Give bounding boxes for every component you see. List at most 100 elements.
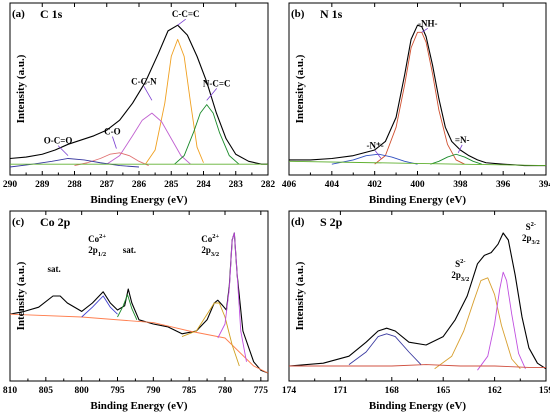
chart-panel-3: 174 171 168 165 162 159 Binding Energy (eV) Int… bbox=[282, 210, 550, 412]
annotation-label: sat. bbox=[123, 245, 136, 255]
series-line-1 bbox=[374, 31, 465, 165]
x-axis-title: Binding Energy (eV) bbox=[90, 194, 188, 206]
series-line-4 bbox=[348, 333, 422, 365]
x-tick-label: 285 bbox=[164, 180, 179, 190]
series-line-0 bbox=[9, 24, 268, 165]
x-tick-label: 287 bbox=[100, 180, 115, 190]
series-line-5 bbox=[81, 295, 118, 318]
x-tick-label: 394 bbox=[539, 180, 550, 190]
annotation-arrow bbox=[374, 150, 382, 159]
x-tick-label: 785 bbox=[182, 386, 197, 396]
series-line-5 bbox=[9, 158, 140, 168]
annotation-arrow bbox=[457, 144, 463, 153]
series-line-4 bbox=[74, 152, 149, 167]
annotation-label: O-C=O bbox=[44, 136, 73, 146]
x-tick-label: 805 bbox=[39, 386, 54, 396]
series-line-3 bbox=[430, 153, 482, 165]
series-line-2 bbox=[117, 294, 138, 320]
x-tick-label: 283 bbox=[229, 180, 244, 190]
x-tick-label: 790 bbox=[146, 386, 161, 396]
annotation-label: S2- bbox=[455, 258, 465, 269]
x-tick-label: 165 bbox=[436, 386, 451, 396]
annotation-label-line2: 2p3/2 bbox=[451, 270, 469, 283]
x-tick-label: 775 bbox=[254, 386, 269, 396]
annotation-label: sat. bbox=[48, 264, 61, 274]
y-axis-title: Intensity (a.u.) bbox=[15, 261, 27, 330]
panel-title: S 2p bbox=[320, 215, 343, 229]
x-tick-label: 162 bbox=[487, 386, 502, 396]
annotation-arrow bbox=[57, 145, 69, 156]
x-tick-label: 402 bbox=[368, 180, 383, 190]
x-tick-label: 400 bbox=[410, 180, 425, 190]
panel-title: N 1s bbox=[320, 7, 343, 21]
series-line-2 bbox=[106, 112, 191, 165]
series-line-0 bbox=[289, 24, 546, 167]
panel-letter: (c) bbox=[12, 216, 25, 228]
plot-frame bbox=[288, 210, 547, 382]
annotation-label: -NH- bbox=[418, 18, 438, 28]
panel-letter: (d) bbox=[291, 216, 305, 228]
y-axis-title: Intensity (a.u.) bbox=[294, 261, 306, 330]
x-axis-title: Binding Energy (eV) bbox=[369, 194, 467, 206]
x-tick-label: 159 bbox=[539, 386, 550, 396]
annotation-arrow bbox=[143, 86, 153, 101]
x-tick-label: 288 bbox=[67, 180, 82, 190]
annotation-arrow bbox=[177, 18, 186, 26]
series-line-4 bbox=[217, 232, 247, 362]
annotation-label: C-C=C bbox=[172, 9, 200, 19]
annotation-label: C-C-N bbox=[131, 76, 157, 86]
panel-letter: (a) bbox=[12, 8, 25, 20]
annotation-label: =N- bbox=[455, 135, 470, 145]
chart-panel-1: 406 404 402 400 398 396 394 Binding Energy (eV)… bbox=[282, 2, 550, 206]
annotation-label: N-C=C bbox=[203, 78, 231, 88]
plot-frame bbox=[288, 2, 547, 176]
series-line-0 bbox=[288, 232, 547, 370]
x-tick-label: 286 bbox=[132, 180, 147, 190]
plot-frame bbox=[9, 210, 269, 382]
panel-title: C 1s bbox=[40, 7, 63, 21]
series-line-3 bbox=[181, 302, 240, 367]
annotation-arrow bbox=[112, 136, 117, 149]
series-line-0 bbox=[9, 232, 269, 374]
x-tick-label: 396 bbox=[496, 180, 511, 190]
x-tick-label: 810 bbox=[3, 386, 18, 396]
x-tick-label: 404 bbox=[325, 180, 340, 190]
x-tick-label: 289 bbox=[35, 180, 50, 190]
series-line-1 bbox=[145, 38, 204, 165]
x-tick-label: 290 bbox=[3, 180, 18, 190]
series-line-1 bbox=[9, 313, 269, 374]
annotation-label: Co2+ bbox=[88, 233, 106, 244]
series-line-3 bbox=[289, 364, 546, 368]
x-tick-label: 284 bbox=[196, 180, 211, 190]
chart-panel-0: 290 289 288 287 286 285 284 283 282 Binding Energ… bbox=[3, 2, 276, 206]
y-axis-title: Intensity (a.u.) bbox=[15, 54, 27, 123]
x-axis-title: Binding Energy (eV) bbox=[369, 400, 467, 412]
chart-panel-2: 810 805 800 795 790 785 780 775 Binding Energy (… bbox=[3, 210, 269, 412]
annotation-label: -N⁺- bbox=[366, 140, 383, 150]
x-tick-label: 171 bbox=[333, 386, 348, 396]
annotation-arrow bbox=[206, 88, 218, 101]
series-line-2 bbox=[331, 153, 418, 165]
series-line-1 bbox=[434, 277, 521, 370]
x-tick-label: 780 bbox=[218, 386, 233, 396]
annotation-label-line2: 2p1/2 bbox=[88, 245, 106, 258]
x-axis-title: Binding Energy (eV) bbox=[90, 400, 188, 412]
annotation-label: C-O bbox=[104, 127, 121, 137]
x-tick-label: 800 bbox=[75, 386, 90, 396]
x-tick-label: 168 bbox=[385, 386, 400, 396]
x-tick-label: 282 bbox=[261, 180, 276, 190]
series-line-4 bbox=[288, 160, 547, 167]
x-tick-label: 406 bbox=[282, 180, 297, 190]
x-tick-label: 398 bbox=[453, 180, 468, 190]
series-line-3 bbox=[174, 104, 240, 165]
annotation-label-line2: 2p3/2 bbox=[522, 233, 540, 246]
panel-title: Co 2p bbox=[40, 215, 71, 229]
panel-letter: (b) bbox=[291, 8, 305, 20]
annotation-label: S2- bbox=[526, 221, 536, 232]
x-tick-label: 795 bbox=[110, 386, 125, 396]
series-line-2 bbox=[477, 271, 526, 371]
annotation-label-line2: 2p3/2 bbox=[201, 245, 219, 258]
plot-frame bbox=[9, 2, 269, 176]
x-tick-label: 174 bbox=[282, 386, 297, 396]
